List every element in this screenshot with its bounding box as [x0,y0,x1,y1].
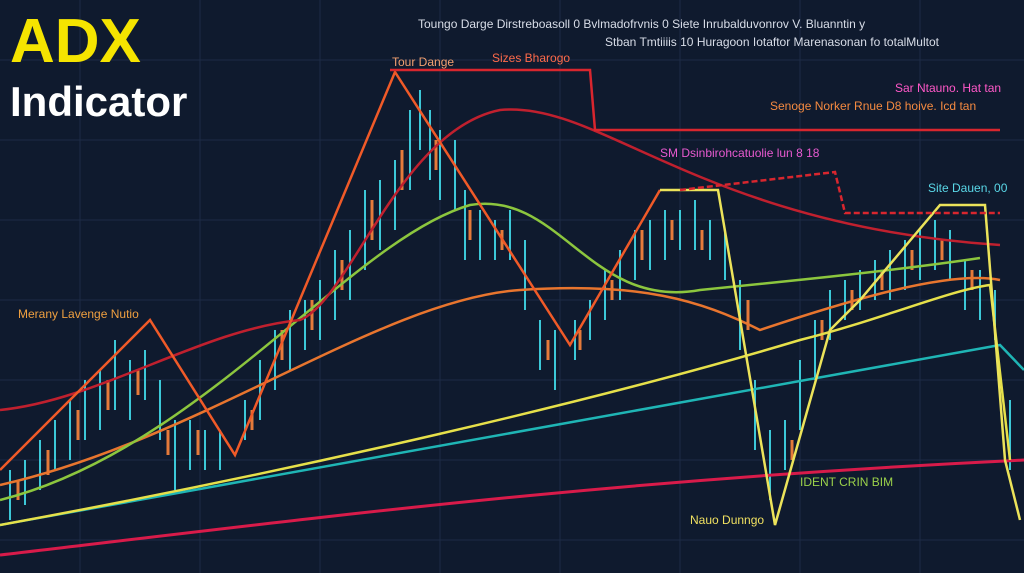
ma-yellow [0,283,1012,527]
step-red-1 [390,68,1000,132]
title-main: ADX [10,7,141,76]
ma-green [0,202,981,502]
annotation: SM Dsinbirohcatuolie lun 8 18 [660,146,820,160]
step-red-2 [679,170,1000,215]
ma-orange [0,276,1001,487]
annotation: Toungo Darge Dirstreboasoll 0 Bvlmadofrv… [418,17,865,31]
annotation: Nauo Dunngo [690,513,764,527]
ma-red [0,108,1001,412]
annotation: IDENT CRIN BIM [800,475,893,489]
annotation: Merany Lavenge Nutio [18,307,139,321]
annotation: Site Dauen, 00 [928,181,1008,195]
annotation: Tour Dange [392,55,454,69]
ma-teal [0,343,1024,527]
ma-crimson [0,458,1024,557]
zigzag-yellow [660,188,1022,526]
title-sub: Indicator [10,78,187,125]
zigzag-orange [0,69,662,471]
annotation: Sizes Bharogo [492,51,570,65]
annotation: Sar Ntauno. Hat tan [895,81,1001,95]
annotation: Senoge Norker Rnue D8 hoive. Icd tan [770,99,976,113]
annotation: Stban Tmtiiiis 10 Huragoon Iotaftor Mare… [605,35,940,49]
